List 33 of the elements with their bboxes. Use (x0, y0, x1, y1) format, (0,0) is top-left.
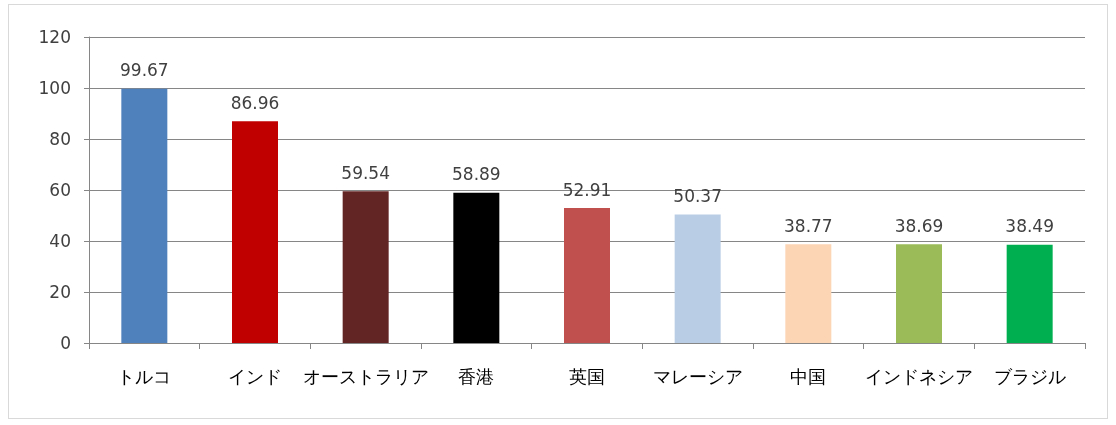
data-label: 58.89 (452, 164, 501, 185)
x-tick-label: 中国 (790, 365, 827, 387)
y-tick-label: 100 (38, 78, 71, 98)
data-label: 59.54 (341, 162, 390, 183)
data-label: 86.96 (230, 92, 280, 113)
data-label: 38.77 (784, 215, 833, 236)
x-tick-label: インド (228, 365, 282, 387)
bar (896, 244, 942, 343)
x-tick-label: 英国 (569, 365, 605, 387)
y-tick-label: 120 (38, 27, 71, 47)
bar (564, 208, 610, 343)
x-tick-label: トルコ (117, 365, 172, 387)
data-label: 38.69 (894, 215, 944, 236)
y-tick-label: 40 (49, 231, 71, 251)
data-label: 99.67 (120, 60, 169, 81)
x-tick-label: マレーシア (652, 365, 743, 387)
x-tick-label: オーストラリア (302, 365, 429, 387)
bar (453, 192, 500, 343)
bar (785, 244, 832, 343)
data-label: 38.49 (1005, 216, 1054, 237)
y-tick-label: 60 (49, 180, 71, 200)
x-tick-label: 香港 (458, 365, 495, 387)
y-tick-label: 80 (49, 129, 71, 149)
x-tick-label: インドネシア (865, 365, 973, 387)
bar (1006, 244, 1053, 343)
bar (674, 214, 721, 343)
data-label: 50.37 (673, 186, 722, 207)
y-tick-label: 0 (60, 333, 71, 353)
y-tick-label: 20 (49, 282, 71, 302)
x-tick-label: ブラジル (993, 365, 1066, 387)
bar (121, 88, 168, 343)
bar (342, 191, 389, 343)
bar (232, 121, 278, 343)
